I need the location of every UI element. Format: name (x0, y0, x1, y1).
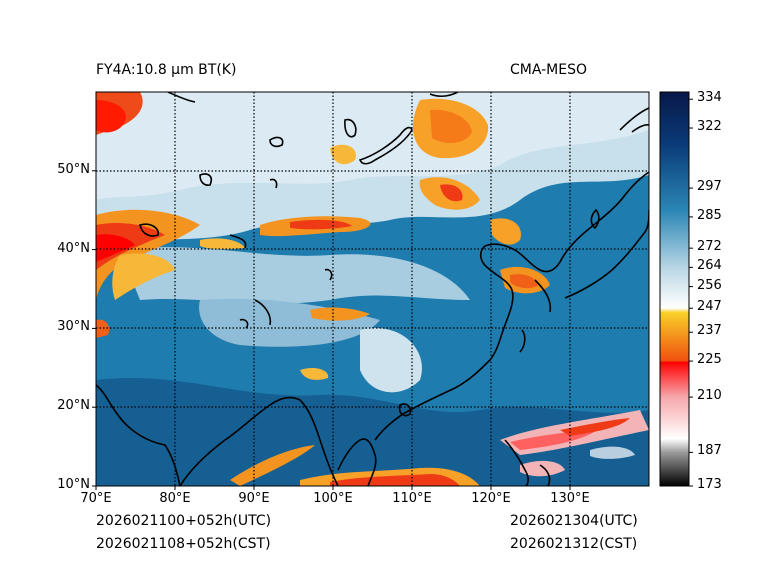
coastlines (96, 92, 649, 486)
colorbar-tick-label: 247 (697, 299, 722, 315)
colorbar-tick-label: 210 (697, 388, 722, 404)
init-time-utc: 2026021100+052h(UTC) (96, 513, 272, 529)
colorbar-tick-label: 334 (697, 90, 722, 106)
colorbar-tick-label: 225 (697, 352, 722, 368)
colorbar-tick-label: 285 (697, 207, 722, 223)
product-title: FY4A:10.8 µm BT(K) (96, 62, 237, 78)
colorbar-tick-label: 272 (697, 239, 722, 255)
colorbar-tick-label: 173 (697, 477, 722, 492)
colorbar-tick-label: 297 (697, 179, 722, 195)
lon-tick-label: 120°E (471, 491, 511, 506)
graticule (96, 92, 649, 486)
lon-tick-label: 130°E (550, 491, 590, 506)
colorbar-tick-label: 322 (697, 119, 722, 135)
valid-time-utc: 2026021304(UTC) (510, 513, 638, 529)
colorbar (659, 91, 690, 487)
lon-tick-label: 90°E (238, 491, 270, 506)
lat-tick-label: 20°N (57, 398, 90, 414)
brightness-temperature-field (96, 92, 649, 486)
lat-tick-label: 40°N (57, 240, 90, 256)
colorbar-tick-label: 264 (697, 258, 722, 274)
lon-tick-label: 80°E (159, 491, 191, 506)
colorbar-tick-label: 256 (697, 277, 722, 293)
init-time-cst: 2026021108+052h(CST) (96, 536, 271, 552)
lat-tick-label: 30°N (57, 319, 90, 335)
lat-tick-label: 10°N (57, 477, 90, 492)
lat-tick-label: 50°N (57, 161, 90, 177)
lon-tick-label: 100°E (313, 491, 353, 506)
lat-tick-marks (92, 170, 96, 487)
source-label: CMA-MESO (510, 62, 588, 78)
lon-tick-label: 110°E (392, 491, 432, 506)
colorbar-tick-label: 237 (697, 323, 722, 339)
map-frame (95, 91, 650, 487)
colorbar-tick-label: 187 (697, 443, 722, 459)
valid-time-cst: 2026021312(CST) (510, 536, 638, 552)
lon-tick-label: 70°E (80, 491, 112, 506)
colorbar-ticks (689, 98, 693, 487)
lon-tick-marks (95, 486, 571, 490)
